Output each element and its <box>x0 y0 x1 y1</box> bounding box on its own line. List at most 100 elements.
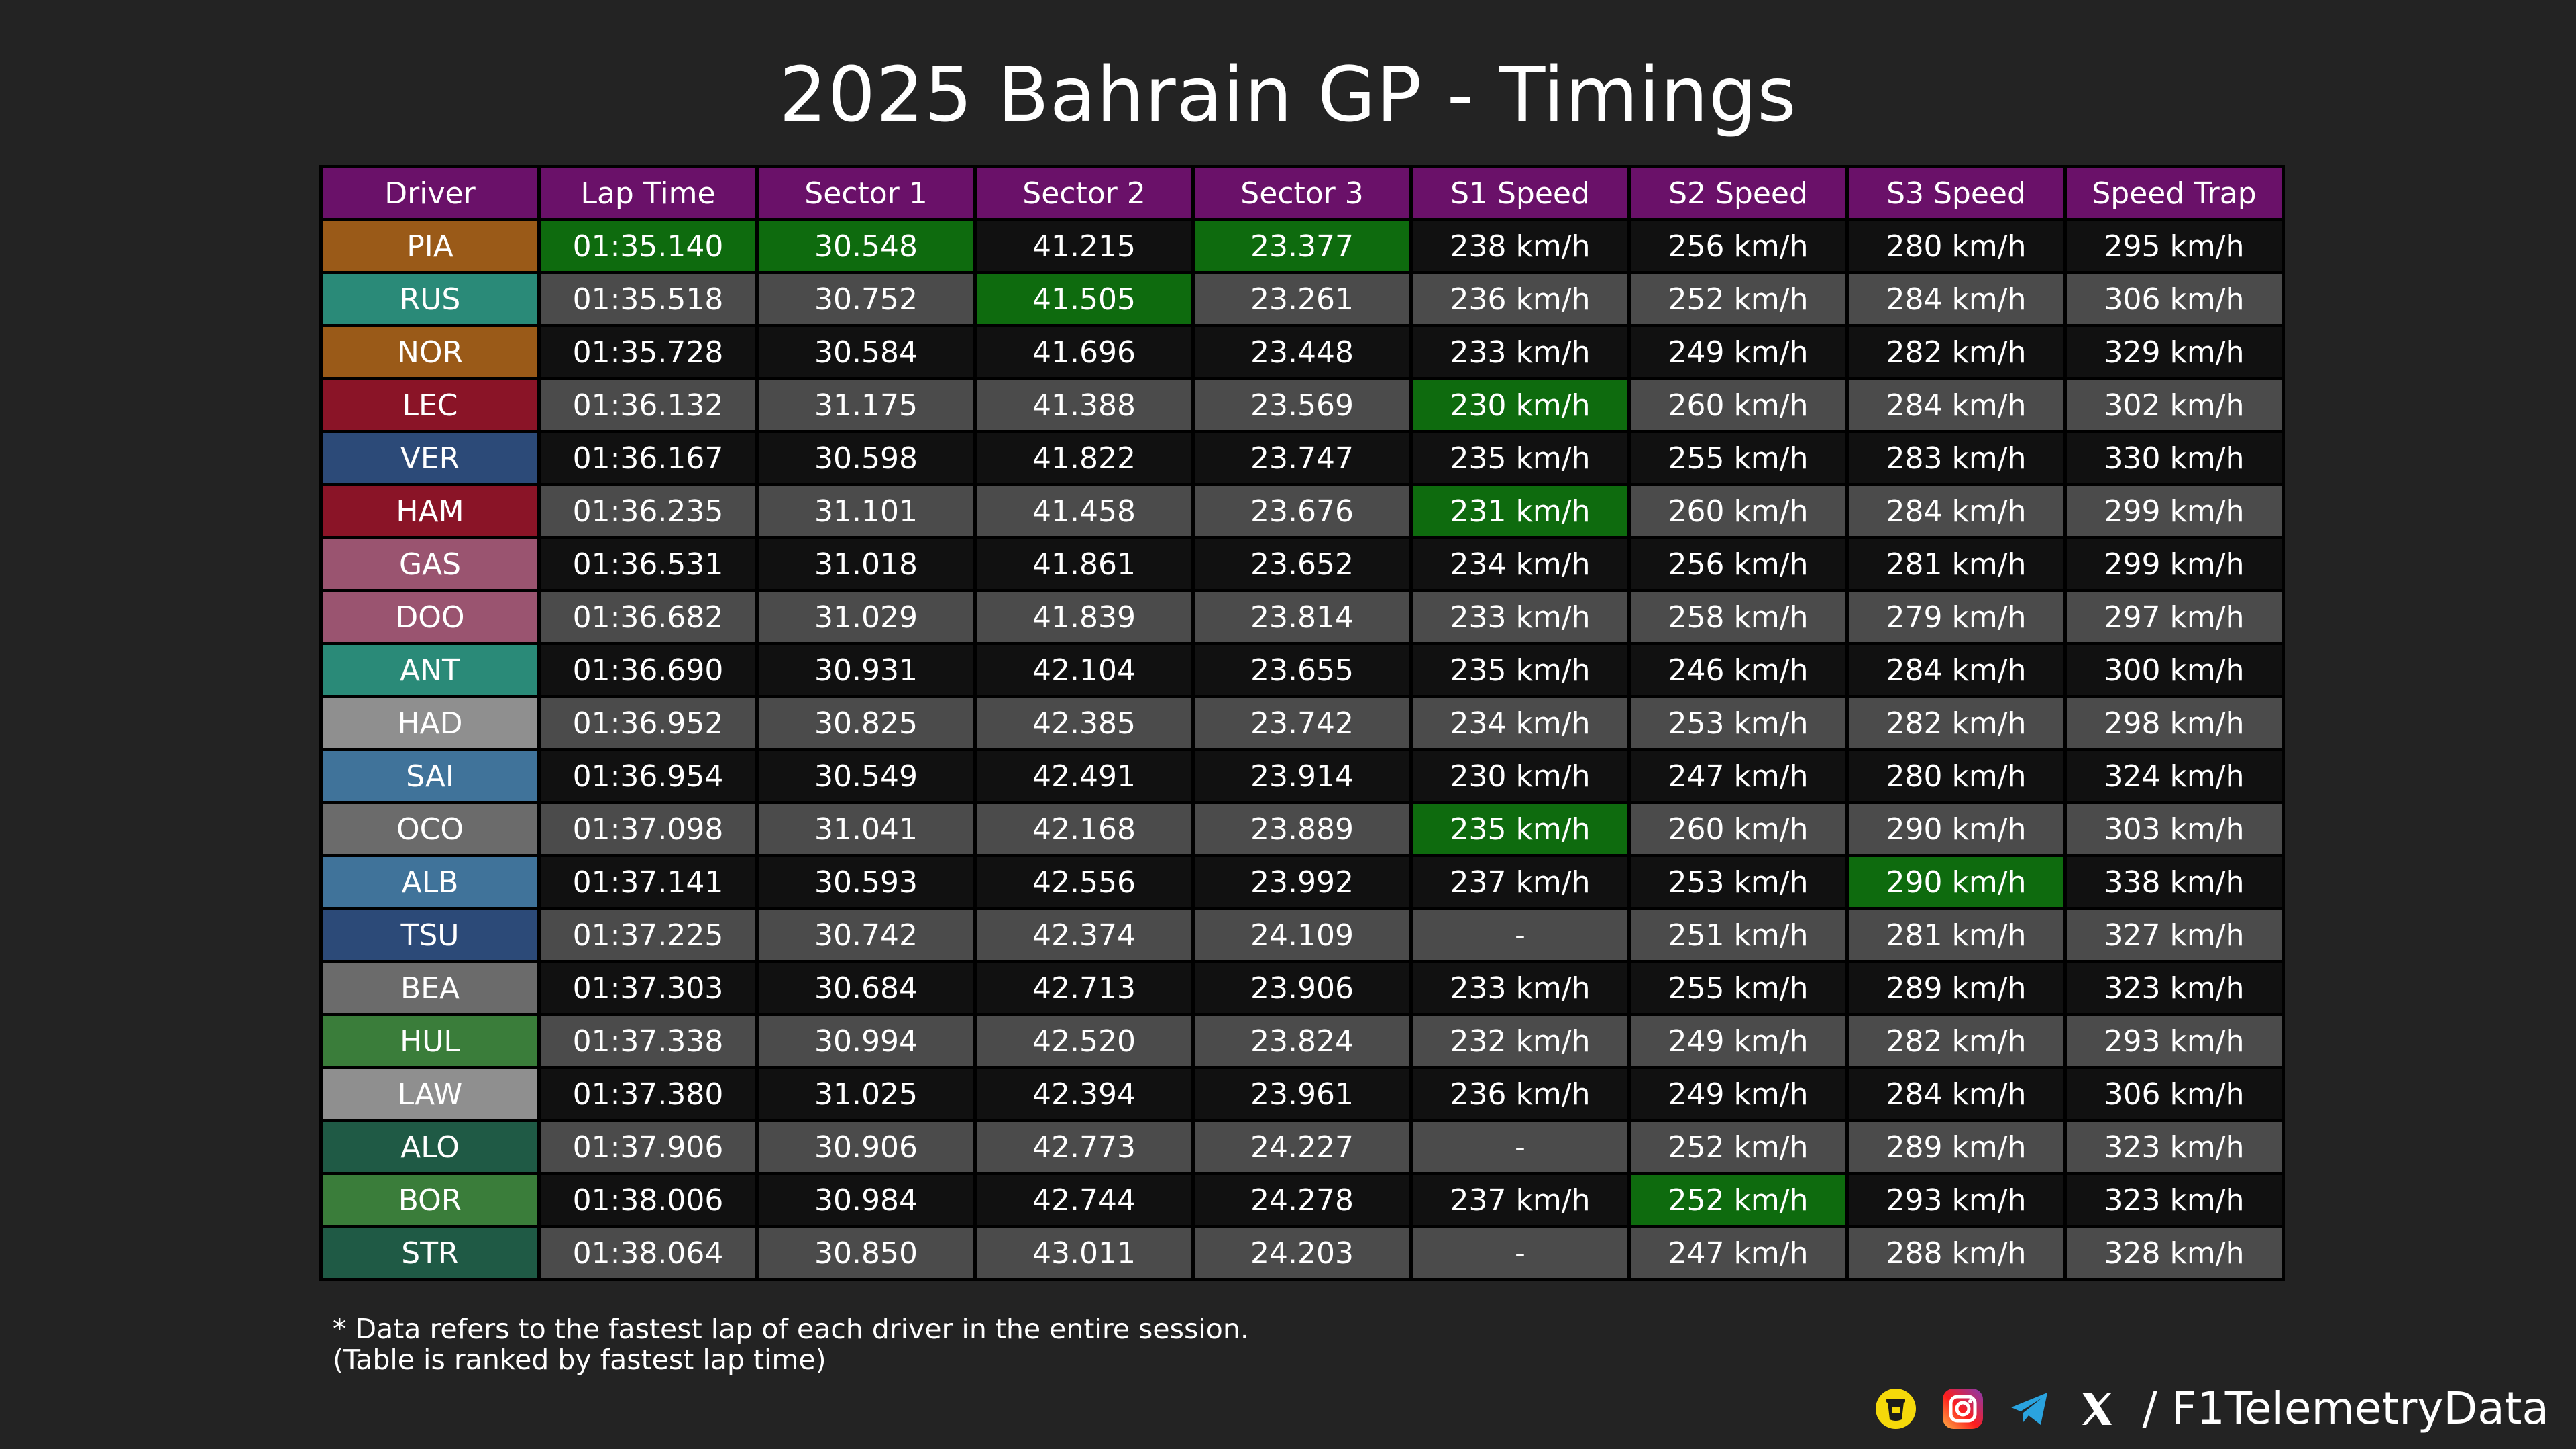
driver-cell: ALB <box>323 857 537 907</box>
sector-1-cell: 31.101 <box>759 486 973 536</box>
telegram-icon[interactable] <box>2008 1387 2051 1430</box>
sector-1-cell: 30.584 <box>759 327 973 377</box>
sector-3-cell: 23.824 <box>1195 1016 1409 1066</box>
lap-time-cell: 01:38.006 <box>541 1175 755 1225</box>
table-row: LAW 01:37.380 31.025 42.394 23.961 236 km/h 24… <box>323 1069 2282 1119</box>
column-header-sector-2: Sector 2 <box>977 168 1191 218</box>
table-row: BOR 01:38.006 30.984 42.744 24.278 237 km/h 25… <box>323 1175 2282 1225</box>
brand-bar: / F1TelemetryData <box>1874 1382 2549 1436</box>
speed-trap-cell: 306 km/h <box>2067 1069 2282 1119</box>
sector-3-cell: 23.569 <box>1195 380 1409 430</box>
s1-speed-cell: 232 km/h <box>1413 1016 1627 1066</box>
sector-2-cell: 42.520 <box>977 1016 1191 1066</box>
driver-cell: HAM <box>323 486 537 536</box>
s3-speed-cell: 282 km/h <box>1849 1016 2063 1066</box>
sector-1-cell: 30.984 <box>759 1175 973 1225</box>
sector-1-cell: 30.931 <box>759 645 973 695</box>
sector-3-cell: 23.652 <box>1195 539 1409 589</box>
s1-speed-cell: 230 km/h <box>1413 380 1627 430</box>
s1-speed-cell: - <box>1413 1122 1627 1172</box>
s2-speed-cell: 256 km/h <box>1631 539 1845 589</box>
s2-speed-cell: 252 km/h <box>1631 1122 1845 1172</box>
sector-2-cell: 42.168 <box>977 804 1191 854</box>
table-row: OCO 01:37.098 31.041 42.168 23.889 235 km/h 26… <box>323 804 2282 854</box>
table-row: STR 01:38.064 30.850 43.011 24.203-247 km/h 2… <box>323 1228 2282 1278</box>
table-row: VER 01:36.167 30.598 41.822 23.747 235 km/h 25… <box>323 433 2282 483</box>
speed-trap-cell: 328 km/h <box>2067 1228 2282 1278</box>
sector-1-cell: 30.742 <box>759 910 973 960</box>
sector-3-cell: 23.742 <box>1195 698 1409 748</box>
table-row: LEC 01:36.132 31.175 41.388 23.569 230 km/h 26… <box>323 380 2282 430</box>
lap-time-cell: 01:37.098 <box>541 804 755 854</box>
s2-speed-cell: 249 km/h <box>1631 327 1845 377</box>
speed-trap-cell: 302 km/h <box>2067 380 2282 430</box>
lap-time-cell: 01:36.531 <box>541 539 755 589</box>
column-header-s2-speed: S2 Speed <box>1631 168 1845 218</box>
x-icon[interactable] <box>2076 1387 2118 1430</box>
sector-1-cell: 31.029 <box>759 592 973 642</box>
s3-speed-cell: 288 km/h <box>1849 1228 2063 1278</box>
s3-speed-cell: 284 km/h <box>1849 1069 2063 1119</box>
sector-3-cell: 24.227 <box>1195 1122 1409 1172</box>
s3-speed-cell: 293 km/h <box>1849 1175 2063 1225</box>
sector-2-cell: 41.458 <box>977 486 1191 536</box>
driver-cell: TSU <box>323 910 537 960</box>
s2-speed-cell: 256 km/h <box>1631 221 1845 271</box>
s3-speed-cell: 283 km/h <box>1849 433 2063 483</box>
s2-speed-cell: 251 km/h <box>1631 910 1845 960</box>
driver-cell: GAS <box>323 539 537 589</box>
speed-trap-cell: 327 km/h <box>2067 910 2282 960</box>
chart-title: 2025 Bahrain GP - Timings <box>779 52 1797 139</box>
driver-cell: ANT <box>323 645 537 695</box>
s1-speed-cell: 231 km/h <box>1413 486 1627 536</box>
s2-speed-cell: 249 km/h <box>1631 1016 1845 1066</box>
s1-speed-cell: 237 km/h <box>1413 1175 1627 1225</box>
sector-1-cell: 30.994 <box>759 1016 973 1066</box>
sector-1-cell: 30.593 <box>759 857 973 907</box>
sector-2-cell: 42.104 <box>977 645 1191 695</box>
driver-cell: LEC <box>323 380 537 430</box>
brand-handle[interactable]: / F1TelemetryData <box>2142 1383 2549 1434</box>
table-row: NOR 01:35.728 30.584 41.696 23.448 233 km/h 24… <box>323 327 2282 377</box>
column-header-lap-time: Lap Time <box>541 168 755 218</box>
s2-speed-cell: 260 km/h <box>1631 380 1845 430</box>
column-header-sector-3: Sector 3 <box>1195 168 1409 218</box>
driver-cell: ALO <box>323 1122 537 1172</box>
s2-speed-cell: 260 km/h <box>1631 486 1845 536</box>
speed-trap-cell: 303 km/h <box>2067 804 2282 854</box>
footnote-line-2: (Table is ranked by fastest lap time) <box>333 1344 826 1376</box>
s2-speed-cell: 253 km/h <box>1631 698 1845 748</box>
sector-2-cell: 42.374 <box>977 910 1191 960</box>
sector-1-cell: 30.549 <box>759 751 973 801</box>
s2-speed-cell: 247 km/h <box>1631 751 1845 801</box>
speed-trap-cell: 298 km/h <box>2067 698 2282 748</box>
lap-time-cell: 01:37.380 <box>541 1069 755 1119</box>
sector-3-cell: 23.747 <box>1195 433 1409 483</box>
s3-speed-cell: 284 km/h <box>1849 380 2063 430</box>
sector-1-cell: 30.684 <box>759 963 973 1013</box>
table-row: HAM 01:36.235 31.101 41.458 23.676 231 km/h 26… <box>323 486 2282 536</box>
speed-trap-cell: 299 km/h <box>2067 539 2282 589</box>
sector-2-cell: 42.713 <box>977 963 1191 1013</box>
sector-3-cell: 23.961 <box>1195 1069 1409 1119</box>
driver-cell: LAW <box>323 1069 537 1119</box>
tip-jar-icon[interactable] <box>1874 1387 1917 1430</box>
s3-speed-cell: 281 km/h <box>1849 539 2063 589</box>
driver-cell: SAI <box>323 751 537 801</box>
sector-2-cell: 41.839 <box>977 592 1191 642</box>
table-body: PIA 01:35.140 30.548 41.215 23.377 238 km/h 25… <box>323 221 2282 1278</box>
driver-cell: PIA <box>323 221 537 271</box>
s1-speed-cell: 237 km/h <box>1413 857 1627 907</box>
instagram-icon[interactable] <box>1941 1387 1984 1430</box>
speed-trap-cell: 297 km/h <box>2067 592 2282 642</box>
table-row: ALB 01:37.141 30.593 42.556 23.992 237 km/h 25… <box>323 857 2282 907</box>
s1-speed-cell: 233 km/h <box>1413 327 1627 377</box>
sector-1-cell: 31.018 <box>759 539 973 589</box>
sector-3-cell: 23.914 <box>1195 751 1409 801</box>
s2-speed-cell: 249 km/h <box>1631 1069 1845 1119</box>
s1-speed-cell: - <box>1413 1228 1627 1278</box>
footnote: * Data refers to the fastest lap of each… <box>333 1313 1249 1375</box>
lap-time-cell: 01:36.132 <box>541 380 755 430</box>
table-row: SAI 01:36.954 30.549 42.491 23.914 230 km/h 24… <box>323 751 2282 801</box>
lap-time-cell: 01:35.518 <box>541 274 755 324</box>
